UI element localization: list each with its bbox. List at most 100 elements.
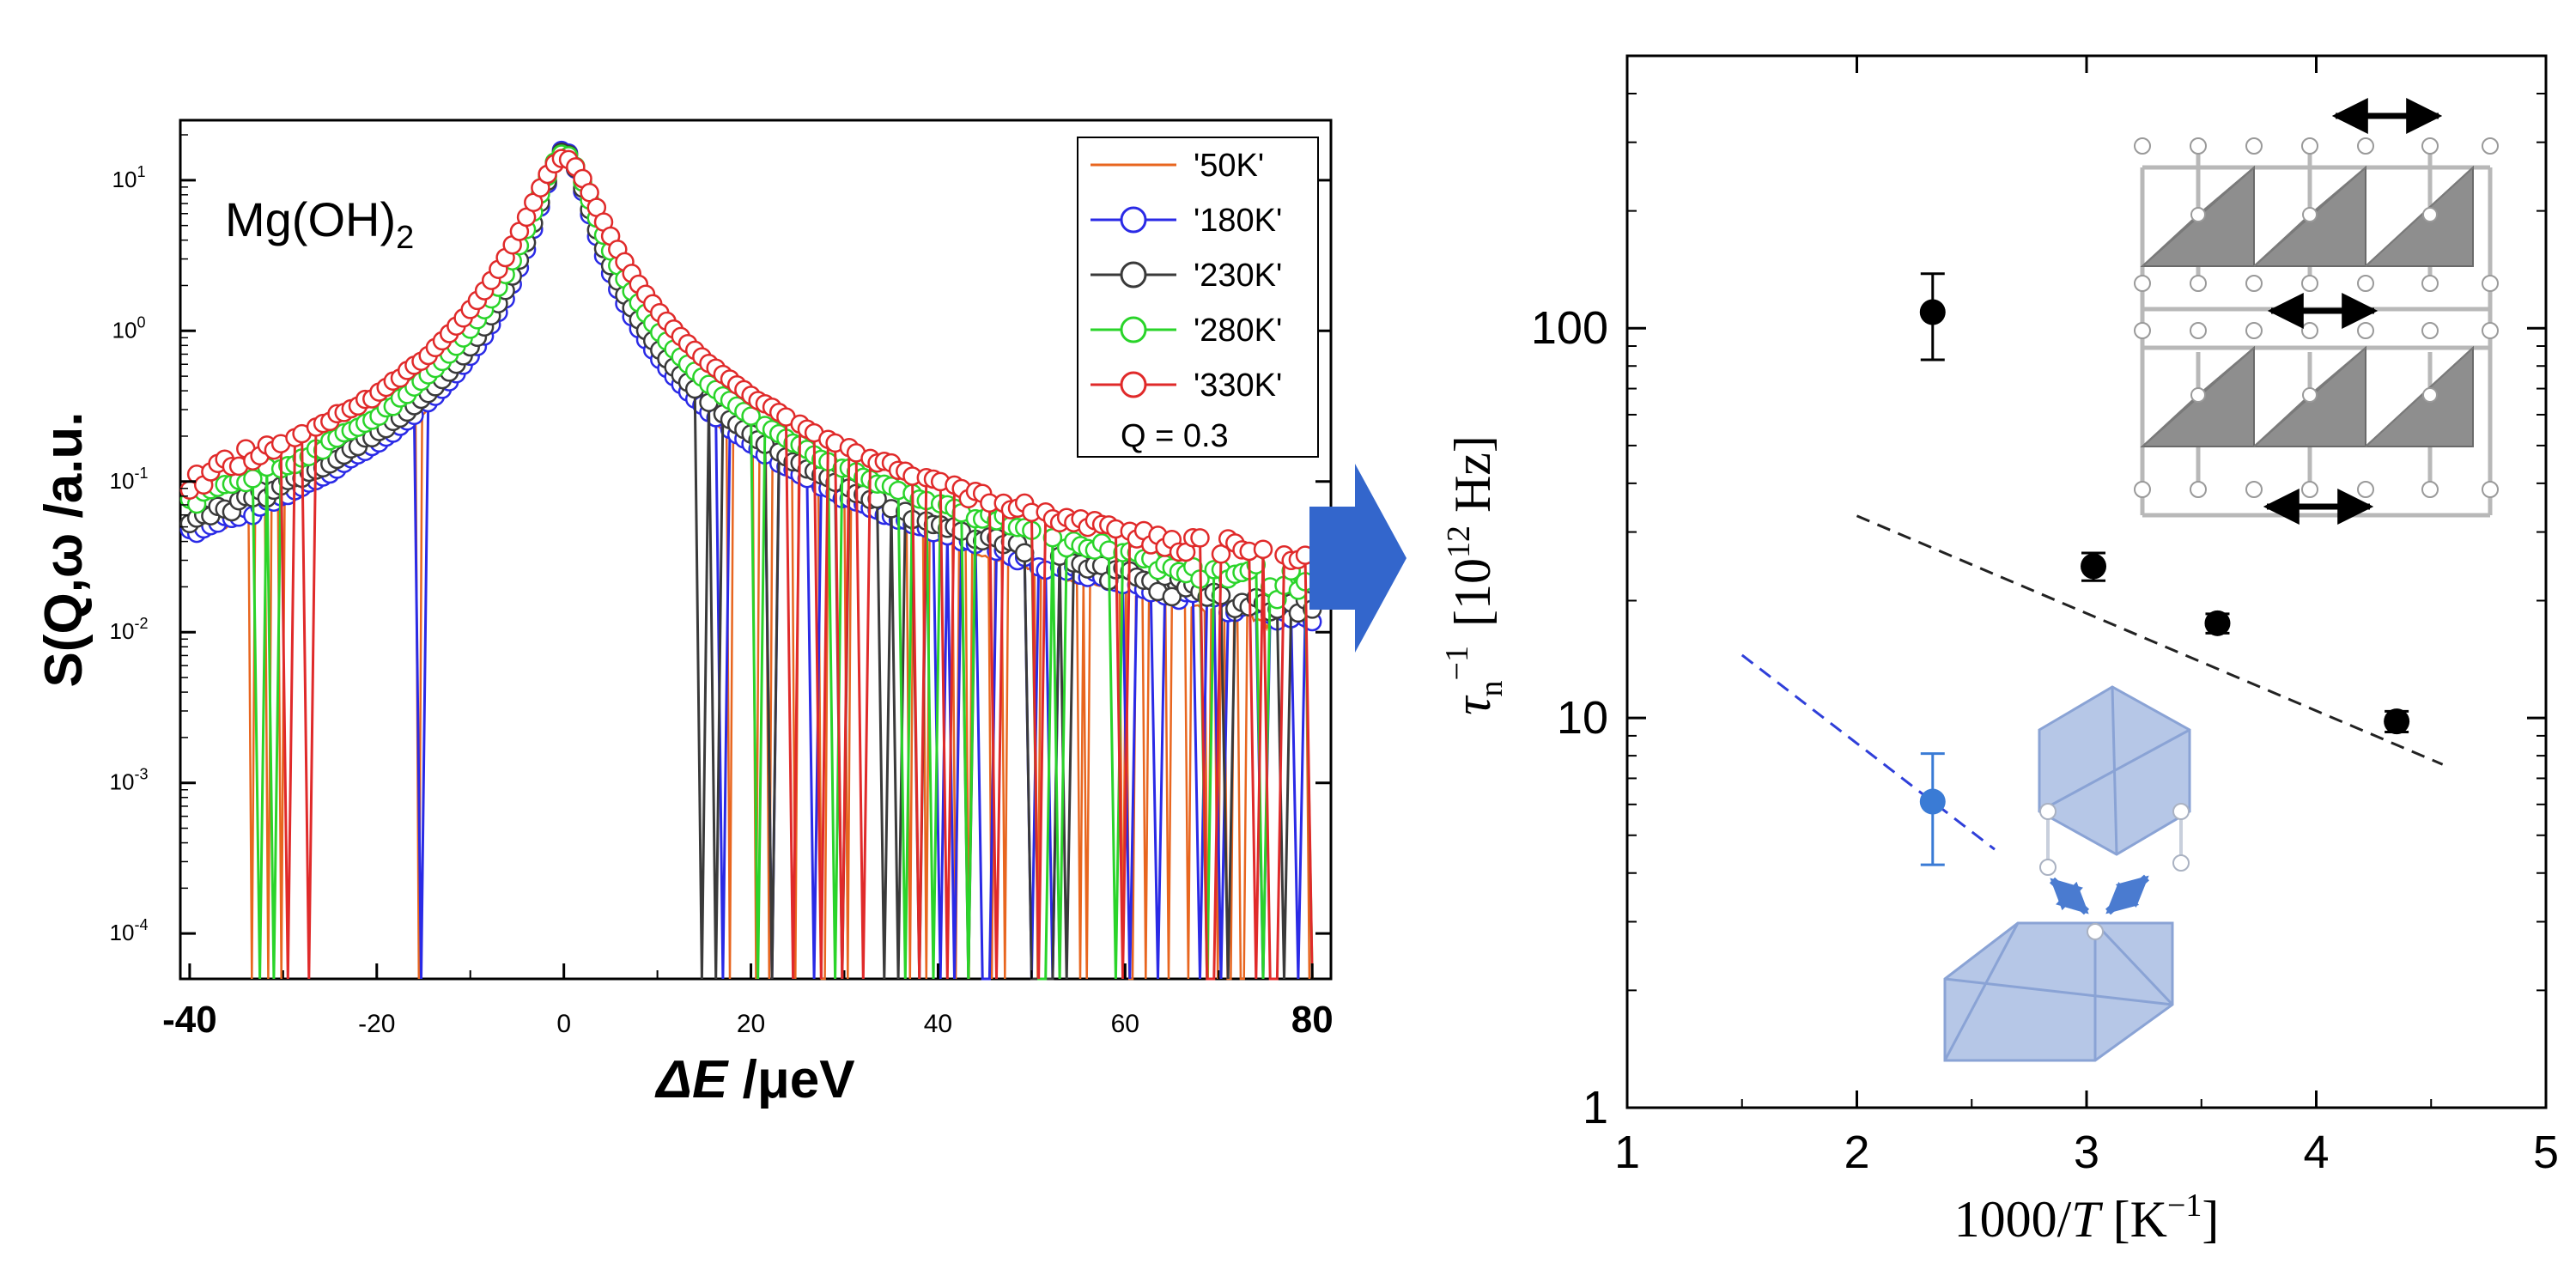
legend-entry-label: '50K': [1194, 148, 1264, 184]
rate-y-tick-label: 10: [1557, 692, 1608, 744]
atom-icon: [2421, 322, 2439, 339]
spectrum-x-axis-label: ΔE /μeV: [654, 1050, 854, 1109]
atom-icon: [2421, 481, 2439, 498]
rate-ticks: 1 2 3 4 5 1 10 100: [1531, 55, 2559, 1178]
legend-swatch-marker: [1120, 206, 1147, 234]
atom-icon: [2134, 322, 2151, 339]
spectrum-x-tick-label: 40: [924, 1010, 952, 1038]
rate-y-axis-label: τn−1[1012 Hz]: [1439, 435, 1510, 715]
rate-chart: 1 2 3 4 5 1 10 100 1000/T [K−1] τn−1[1012 Hz]: [1439, 54, 2559, 1248]
rate-data-point: [1919, 299, 1946, 325]
atom-icon: [2357, 322, 2374, 339]
atom-icon: [2301, 275, 2318, 292]
legend-swatch-marker: [1120, 371, 1147, 398]
rate-data-point: [2081, 553, 2107, 580]
atom-icon: [2302, 207, 2318, 222]
spectrum-x-tick-label: 0: [556, 1010, 571, 1038]
spectrum-x-tick-label: 60: [1111, 1010, 1139, 1038]
legend-items: '50K' '180K' '230K' '280K' '330K': [1091, 148, 1282, 404]
atom-icon: [2422, 387, 2438, 403]
rate-fit-line: [1856, 514, 2444, 766]
rate-series: [1856, 272, 2444, 766]
spectrum-data-point: [1211, 544, 1231, 564]
atom-icon: [2134, 137, 2151, 155]
rate-x-tick-label: 2: [1844, 1127, 1869, 1178]
atom-icon: [2301, 322, 2318, 339]
legend-entry-label: '180K': [1194, 203, 1282, 239]
atom-icon: [2482, 275, 2499, 292]
atom-icon: [2422, 207, 2438, 222]
spectrum-y-tick-label: 10-4: [110, 916, 149, 945]
atom-icon: [2482, 481, 2499, 498]
rate-series: [1741, 653, 1996, 866]
atom-icon: [2302, 387, 2318, 403]
rate-x-tick-label: 1: [1614, 1127, 1640, 1178]
spectrum-data-point: [243, 469, 263, 489]
spectrum-data-point: [741, 406, 761, 426]
atom-icon: [2134, 481, 2151, 498]
spectrum-y-tick-label: 100: [112, 313, 146, 343]
atom-icon: [2134, 275, 2151, 292]
legend-note: Q = 0.3: [1121, 418, 1229, 454]
spectrum-series-group: [179, 140, 1322, 981]
rate-data-point: [2204, 610, 2231, 636]
atom-icon: [2301, 137, 2318, 155]
rate-x-tick-label: 4: [2303, 1127, 2329, 1178]
atom-icon: [2245, 275, 2263, 292]
rate-y-tick-label: 100: [1531, 302, 1608, 354]
legend-entry-label: '230K': [1194, 258, 1282, 294]
atom-icon: [2421, 137, 2439, 155]
atom-icon: [2357, 275, 2374, 292]
rate-series-group: [1741, 272, 2444, 866]
layered-structure-icon: [2134, 98, 2499, 525]
transition-arrow-icon: [1309, 464, 1406, 653]
spectrum-y-tick-label: 101: [112, 163, 146, 192]
atom-icon: [2301, 481, 2318, 498]
spectrum-data-point: [1162, 586, 1182, 607]
spectrum-y-axis-label: S(Q,ω /a.u.: [34, 411, 94, 687]
atom-icon: [2190, 481, 2207, 498]
spectrum-annotation: Mg(OH)2: [225, 192, 414, 256]
atom-icon: [2190, 322, 2207, 339]
rate-y-tick-label: 1: [1583, 1082, 1608, 1133]
spectrum-series: [179, 149, 1315, 981]
atom-icon: [2245, 481, 2263, 498]
spectrum-y-tick-label: 10-1: [110, 465, 149, 494]
spectrum-data-point: [1190, 528, 1210, 548]
rate-x-axis-label: 1000/T [K−1]: [1954, 1188, 2220, 1248]
spectrum-chart: -40 -20 0 20 40 60 80 10-4 10-3 10-2 10-1 100 101 Mg…: [34, 118, 1334, 1109]
atom-icon: [2357, 481, 2374, 498]
legend-swatch-marker: [1120, 316, 1147, 343]
rate-x-tick-label: 3: [2074, 1127, 2099, 1178]
spectrum-x-tick-label: -40: [162, 999, 217, 1041]
rate-data-point: [2384, 708, 2410, 735]
atom-icon: [2190, 137, 2207, 155]
atom-icon: [2421, 275, 2439, 292]
spectrum-ticks: -40 -20 0 20 40 60 80 10-4 10-3 10-2 10-1 100 101: [110, 134, 1334, 1041]
rotation-arrow-left-icon: [2049, 877, 2090, 915]
spectrum-data-point: [1253, 539, 1273, 559]
atom-icon: [2245, 137, 2263, 155]
rate-x-tick-label: 5: [2533, 1127, 2559, 1178]
rate-fit-line: [1741, 653, 1996, 851]
rate-data-point: [1919, 788, 1946, 815]
atom-icon: [2482, 322, 2499, 339]
atom-icon: [2190, 275, 2207, 292]
spectrum-x-tick-label: 20: [737, 1010, 765, 1038]
spectrum-series: [179, 144, 1315, 981]
spectrum-x-tick-label: -20: [358, 1010, 395, 1038]
atom-icon: [2245, 322, 2263, 339]
legend-swatch-marker: [1120, 261, 1147, 289]
spectrum-x-tick-label: 80: [1291, 999, 1334, 1041]
atom-icon: [2190, 387, 2206, 403]
spectrum-y-tick-label: 10-3: [110, 766, 149, 795]
legend-entry-label: '330K': [1194, 368, 1282, 404]
rotation-arrow-right-icon: [2105, 874, 2149, 915]
legend-box: [1077, 137, 1319, 458]
atom-icon: [2190, 207, 2206, 222]
atom-icon: [2482, 137, 2499, 155]
octahedra-structure-icon: [1943, 685, 2191, 1062]
spectrum-legend: '50K' '180K' '230K' '280K' '330K' Q = 0.3: [1077, 137, 1319, 458]
spectrum-y-tick-label: 10-2: [110, 615, 149, 644]
